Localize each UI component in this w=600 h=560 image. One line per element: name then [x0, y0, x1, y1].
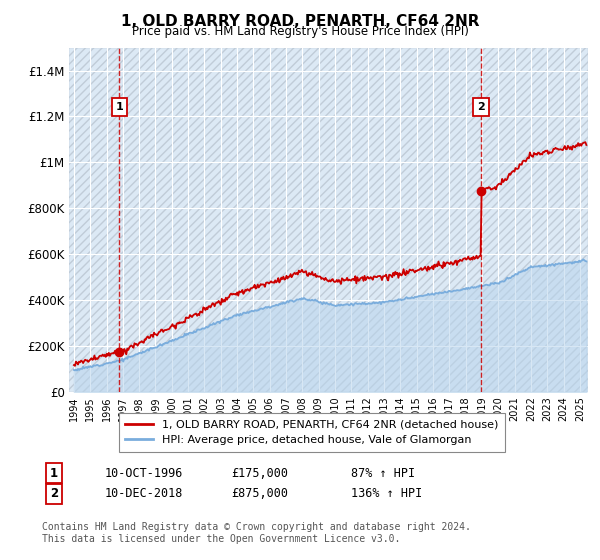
Bar: [69, 48, 588, 392]
Text: 10-OCT-1996: 10-OCT-1996: [105, 466, 184, 480]
Text: £875,000: £875,000: [231, 487, 288, 501]
Legend: 1, OLD BARRY ROAD, PENARTH, CF64 2NR (detached house), HPI: Average price, detac: 1, OLD BARRY ROAD, PENARTH, CF64 2NR (de…: [119, 413, 505, 452]
Text: 1, OLD BARRY ROAD, PENARTH, CF64 2NR: 1, OLD BARRY ROAD, PENARTH, CF64 2NR: [121, 14, 479, 29]
Text: 87% ↑ HPI: 87% ↑ HPI: [351, 466, 415, 480]
Text: 136% ↑ HPI: 136% ↑ HPI: [351, 487, 422, 501]
Text: £175,000: £175,000: [231, 466, 288, 480]
Text: 2: 2: [477, 102, 485, 113]
Text: 1: 1: [116, 102, 124, 113]
Text: 10-DEC-2018: 10-DEC-2018: [105, 487, 184, 501]
Text: 2: 2: [50, 487, 58, 501]
Text: Price paid vs. HM Land Registry's House Price Index (HPI): Price paid vs. HM Land Registry's House …: [131, 25, 469, 38]
Text: 1: 1: [50, 466, 58, 480]
Text: Contains HM Land Registry data © Crown copyright and database right 2024.
This d: Contains HM Land Registry data © Crown c…: [42, 522, 471, 544]
